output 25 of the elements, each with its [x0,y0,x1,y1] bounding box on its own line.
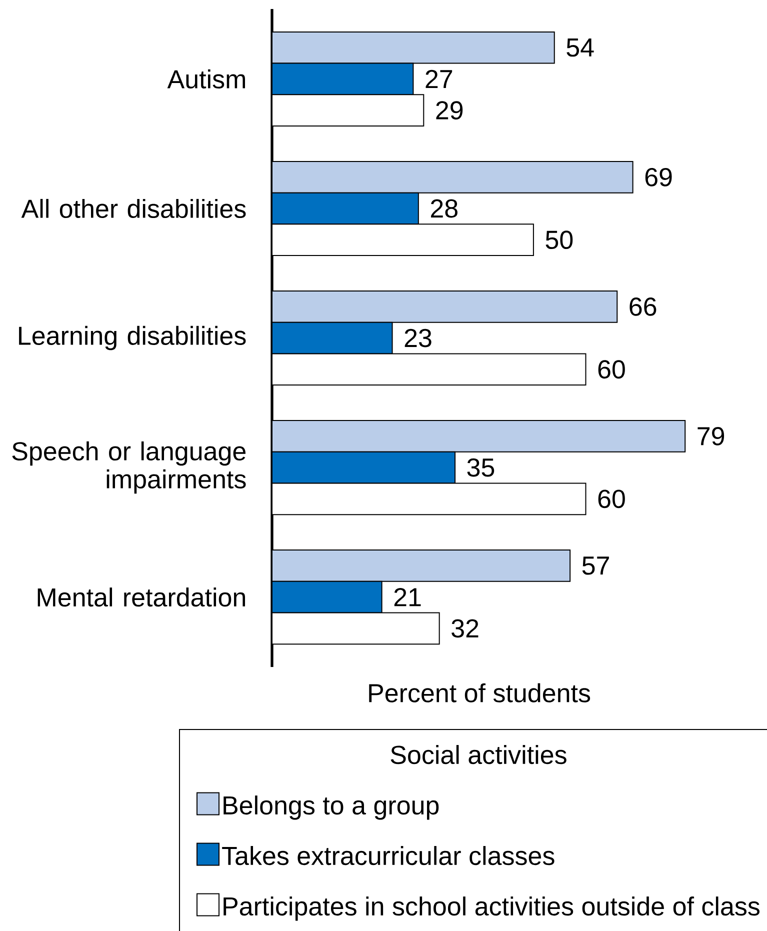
data-label: 66 [630,297,656,316]
x-axis-title: Percent of students [369,683,590,702]
data-label: 79 [698,427,724,446]
data-label: 50 [546,230,573,250]
data-label: 57 [582,556,609,575]
y-tick-label: Autism [167,69,245,89]
data-label: 29 [436,101,463,120]
legend-label: Takes extracurricular classes [222,846,554,866]
y-tick-label: Mental retardation [38,588,246,607]
data-label: 35 [467,458,494,477]
legend-label: Belongs to a group [224,796,439,820]
legend-label: Participates in school activities outside of class [224,896,760,921]
data-label: 23 [404,328,432,348]
data-label: 60 [598,490,625,508]
data-label: 69 [645,168,672,186]
y-tick-label: All other disabilities [21,198,246,218]
data-label: 54 [566,38,594,57]
data-label: 60 [598,360,625,379]
data-label: 28 [431,199,458,218]
y-tick-label: Learning disabilities [19,326,246,350]
legend-title: Social activities [390,745,566,764]
y-tick-label: Speech or language impairments [12,441,246,494]
data-label: 32 [452,619,478,638]
data-label: 27 [426,70,452,88]
data-label: 21 [394,588,421,606]
